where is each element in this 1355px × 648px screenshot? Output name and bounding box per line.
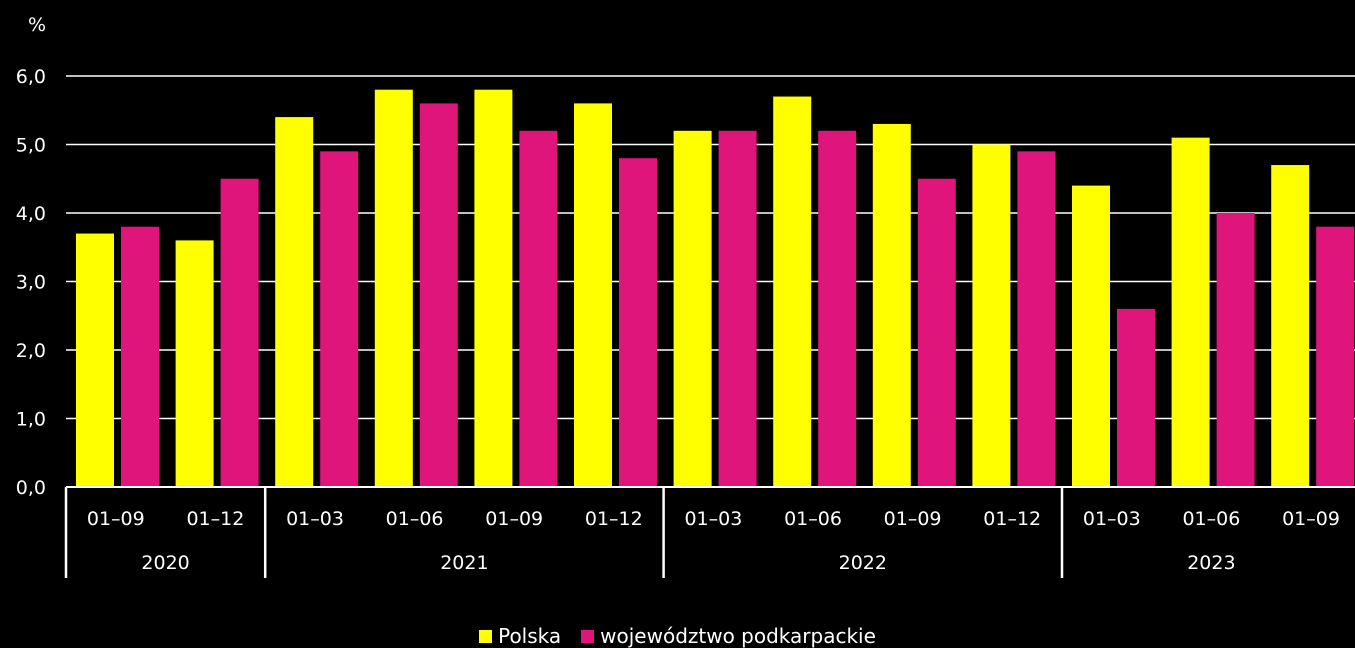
- x-tick-label: 01–12: [585, 508, 643, 530]
- y-tick-label: 3,0: [16, 272, 46, 294]
- bar-podkarpackie: [121, 226, 159, 487]
- bar-podkarpackie: [419, 103, 458, 488]
- y-tick-label: 4,0: [16, 203, 46, 225]
- legend: Polska województwo podkarpackie: [0, 624, 1355, 648]
- bar-polska: [175, 240, 214, 487]
- bar-podkarpackie: [1316, 226, 1355, 487]
- bar-podkarpackie: [519, 130, 558, 488]
- x-tick-label: 01–06: [1182, 508, 1240, 530]
- bar-podkarpackie: [818, 130, 857, 488]
- bar-polska: [574, 103, 612, 488]
- bar-polska: [474, 89, 513, 487]
- x-tick-label: 01–09: [884, 508, 942, 530]
- legend-swatch-polska: [479, 629, 493, 643]
- bar-podkarpackie: [320, 151, 359, 487]
- year-label: 2022: [839, 552, 887, 574]
- x-tick-label: 01–03: [684, 508, 742, 530]
- bar-polska: [872, 123, 911, 487]
- bar-polska: [773, 96, 812, 488]
- y-tick-label: 1,0: [16, 409, 46, 431]
- y-tick-label: 2,0: [16, 340, 46, 362]
- legend-label-polska: Polska: [498, 624, 562, 648]
- bar-polska: [972, 144, 1011, 487]
- bar-polska: [1171, 137, 1210, 487]
- y-tick-label: 0,0: [16, 477, 46, 499]
- x-tick-label: 01–06: [386, 508, 444, 530]
- x-tick-label: 01–09: [1282, 508, 1340, 530]
- y-tick-label: 6,0: [16, 66, 46, 88]
- year-label: 2021: [440, 552, 488, 574]
- y-axis-title: %: [28, 14, 47, 36]
- bar-polska: [673, 130, 712, 488]
- legend-item-podkarpackie: województwo podkarpackie: [581, 624, 876, 648]
- x-tick-label: 01–12: [983, 508, 1041, 530]
- bar-polska: [1271, 165, 1310, 488]
- x-tick-label: 01–09: [485, 508, 543, 530]
- bar-podkarpackie: [619, 158, 657, 487]
- bar-polska: [1072, 185, 1110, 487]
- x-tick-label: 01–03: [1083, 508, 1141, 530]
- bar-polska: [275, 117, 314, 487]
- bar-podkarpackie: [1117, 308, 1155, 487]
- legend-label-podkarpackie: województwo podkarpackie: [600, 624, 876, 648]
- bar-polska: [374, 89, 413, 487]
- x-tick-label: 01–12: [186, 508, 244, 530]
- legend-item-polska: Polska: [479, 624, 561, 648]
- x-tick-label: 01–03: [286, 508, 344, 530]
- bar-podkarpackie: [220, 178, 259, 487]
- bar-podkarpackie: [917, 178, 956, 487]
- bar-polska: [76, 233, 114, 487]
- bar-podkarpackie: [1216, 213, 1255, 487]
- y-tick-label: 5,0: [16, 135, 46, 157]
- x-tick-label: 01–09: [87, 508, 145, 530]
- year-label: 2023: [1187, 552, 1235, 574]
- legend-swatch-podkarpackie: [581, 629, 595, 643]
- year-label: 2020: [141, 552, 189, 574]
- bar-podkarpackie: [718, 130, 757, 488]
- bar-podkarpackie: [1017, 151, 1056, 487]
- x-tick-label: 01–06: [784, 508, 842, 530]
